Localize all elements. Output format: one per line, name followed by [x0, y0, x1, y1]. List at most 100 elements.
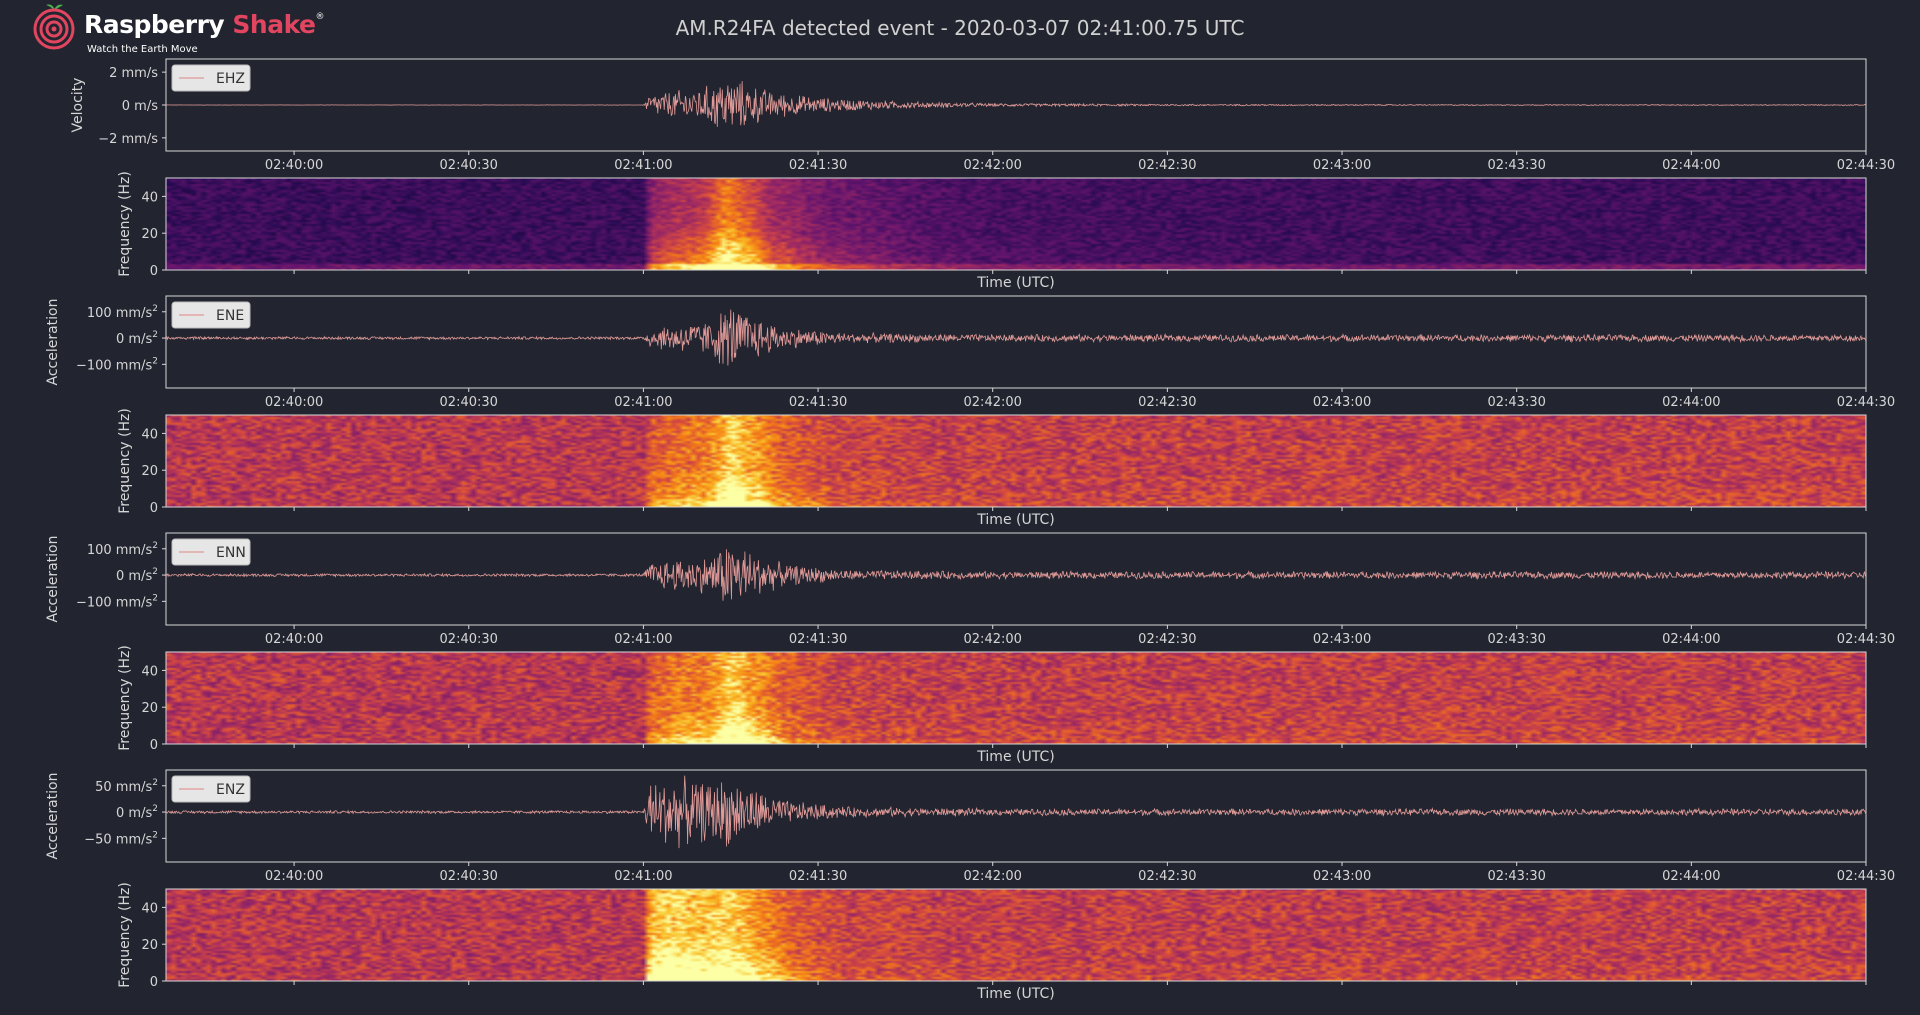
y-tick-label-sup: 2 — [152, 356, 158, 366]
y-tick-label: 0 — [150, 501, 158, 516]
axes-frame — [165, 177, 1867, 271]
spectrogram-panel-enz: 0 20 40 Frequency (Hz) Time (UTC) — [117, 882, 1867, 1002]
logo-brand-accent: Shake — [232, 10, 316, 39]
y-tick-label: −2 mm/s — [98, 132, 158, 147]
axes-frame — [165, 651, 1867, 745]
y-tick-label-text: 2 mm/s — [109, 66, 158, 81]
x-tick-label: 02:43:00 — [1313, 158, 1371, 173]
trace-line — [166, 81, 1867, 127]
x-tick-label: 02:44:00 — [1662, 869, 1720, 884]
figure-title: AM.R24FA detected event - 2020-03-07 02:… — [675, 16, 1245, 40]
x-tick-label: 02:43:30 — [1487, 632, 1545, 647]
x-tick-label: 02:41:00 — [614, 158, 672, 173]
trace-line — [166, 549, 1866, 601]
y-tick-label-sup: 2 — [152, 593, 158, 603]
legend: ENN — [171, 538, 251, 566]
x-tick-label: 02:40:00 — [265, 869, 323, 884]
y-axis-label: Frequency (Hz) — [117, 171, 133, 277]
y-axis-label: Acceleration — [45, 773, 61, 860]
x-tick-label: 02:40:00 — [265, 158, 323, 173]
y-tick-label-sup: 2 — [152, 778, 158, 788]
legend: ENE — [171, 301, 251, 329]
y-tick-label-text: 0 m/s — [116, 806, 152, 821]
axes-frame — [165, 888, 1867, 982]
y-axis-label: Velocity — [70, 78, 86, 133]
y-tick-label: 40 — [141, 190, 158, 205]
y-tick-label-text: 100 mm/s — [87, 306, 153, 321]
y-tick-label: 20 — [141, 227, 158, 242]
y-axis-label: Acceleration — [45, 536, 61, 623]
x-tick-label: 02:43:00 — [1313, 395, 1371, 410]
spectrogram-panel-ehz: 0 20 40 Frequency (Hz) Time (UTC) — [117, 171, 1867, 291]
y-tick-label: 0 m/s2 — [116, 804, 158, 821]
trace-line — [165, 775, 1867, 849]
x-tick-label: 02:44:30 — [1837, 158, 1895, 173]
x-tick-label: 02:44:30 — [1837, 395, 1895, 410]
x-tick-label: 02:43:00 — [1313, 869, 1371, 884]
x-axis-label: Time (UTC) — [976, 749, 1054, 765]
x-tick-label: 02:44:00 — [1662, 395, 1720, 410]
y-tick-label-text: −2 mm/s — [98, 132, 158, 147]
x-tick-label: 02:40:00 — [265, 632, 323, 647]
x-tick-label: 02:43:30 — [1487, 869, 1545, 884]
x-tick-label: 02:42:00 — [964, 158, 1022, 173]
x-tick-label: 02:42:30 — [1138, 869, 1196, 884]
y-tick-label: 20 — [141, 701, 158, 716]
y-tick-label-sup: 2 — [152, 304, 158, 314]
legend: ENZ — [171, 775, 251, 803]
y-tick-label: 0 — [150, 975, 158, 990]
x-tick-label: 02:40:30 — [440, 869, 498, 884]
x-tick-label: 02:42:30 — [1138, 395, 1196, 410]
x-tick-label: 02:44:00 — [1662, 632, 1720, 647]
raspberry-shake-icon — [33, 4, 75, 50]
y-tick-label: 0 m/s2 — [116, 330, 158, 347]
axes-frame — [165, 295, 1867, 389]
y-tick-label: 20 — [141, 464, 158, 479]
y-tick-label-text: 100 mm/s — [87, 543, 153, 558]
x-tick-label: 02:42:30 — [1138, 158, 1196, 173]
legend: EHZ — [171, 64, 251, 92]
y-tick-label: 20 — [141, 938, 158, 953]
x-axis-label: Time (UTC) — [976, 986, 1054, 1002]
y-tick-label-sup: 2 — [152, 567, 158, 577]
legend-label: ENE — [216, 308, 244, 324]
x-tick-label: 02:41:00 — [614, 395, 672, 410]
y-tick-label: −100 mm/s2 — [76, 356, 158, 373]
x-tick-label: 02:41:30 — [789, 869, 847, 884]
spectrogram-image — [166, 652, 1866, 744]
trace-line — [165, 309, 1867, 366]
logo-brand-main: Raspberry — [84, 10, 225, 39]
y-tick-label: 50 mm/s2 — [95, 778, 158, 795]
spectrogram-panel-ene: 0 20 40 Frequency (Hz) Time (UTC) — [117, 408, 1867, 528]
x-axis-label: Time (UTC) — [976, 275, 1054, 291]
y-axis-label: Acceleration — [45, 299, 61, 386]
y-tick-label: −100 mm/s2 — [76, 593, 158, 610]
spectrogram-image — [166, 178, 1866, 270]
x-tick-label: 02:41:30 — [789, 395, 847, 410]
x-tick-label: 02:44:30 — [1837, 869, 1895, 884]
x-tick-label: 02:41:30 — [789, 632, 847, 647]
x-tick-label: 02:43:30 — [1487, 158, 1545, 173]
x-tick-label: 02:41:00 — [614, 632, 672, 647]
y-tick-label: 0 — [150, 738, 158, 753]
legend-label: EHZ — [216, 71, 245, 87]
x-tick-label: 02:41:00 — [614, 869, 672, 884]
raspberry-shake-logo: Raspberry Shake® Watch the Earth Move — [30, 2, 324, 58]
y-tick-label: 100 mm/s2 — [87, 304, 158, 321]
legend-box — [171, 301, 251, 329]
x-tick-label: 02:43:00 — [1313, 632, 1371, 647]
waveform-panel-ehz: 2 mm/s 0 m/s −2 mm/s Velocity EHZ — [70, 58, 1867, 152]
x-tick-label: 02:44:30 — [1837, 632, 1895, 647]
y-tick-label-sup: 2 — [152, 830, 158, 840]
legend-label: ENZ — [216, 782, 245, 798]
y-tick-label: 40 — [141, 664, 158, 679]
logo-brand: Raspberry Shake® — [84, 10, 324, 39]
x-tick-label: 02:44:00 — [1662, 158, 1720, 173]
y-tick-label-text: 0 m/s — [116, 332, 152, 347]
x-tick-label: 02:40:00 — [265, 395, 323, 410]
x-tick-label: 02:42:30 — [1138, 632, 1196, 647]
y-tick-label-text: −50 mm/s — [84, 832, 152, 847]
y-tick-label-sup: 2 — [152, 804, 158, 814]
y-tick-label: 2 mm/s — [109, 66, 158, 81]
y-axis-label: Frequency (Hz) — [117, 408, 133, 514]
